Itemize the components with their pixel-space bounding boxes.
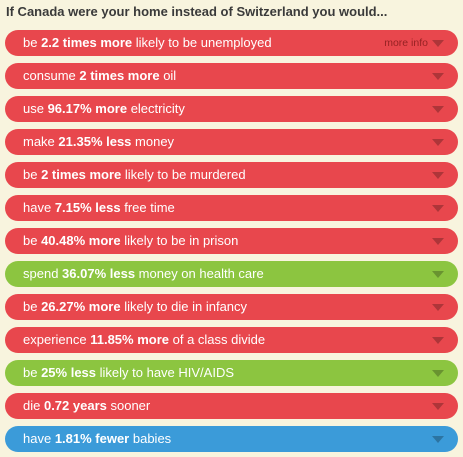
fact-row[interactable]: be 40.48% more likely to be in prison (5, 228, 458, 254)
fact-text: experience (23, 332, 91, 347)
title: If Canada were your home instead of Swit… (6, 4, 388, 19)
fact-row[interactable]: spend 36.07% less money on health care (5, 261, 458, 287)
fact-row[interactable]: experience 11.85% more of a class divide (5, 327, 458, 353)
fact-highlight: 2 times more (41, 167, 122, 182)
fact-text: consume (23, 68, 80, 83)
expand-arrow[interactable] (432, 370, 444, 377)
fact-text: likely to be unemployed (132, 35, 272, 50)
fact-text: likely to be murdered (121, 167, 246, 182)
fact-text: have (23, 431, 55, 446)
fact-text: be (23, 299, 42, 314)
fact-highlight: 25% less (41, 365, 97, 380)
fact-text: likely to be in prison (120, 233, 239, 248)
fact-text: money (131, 134, 175, 149)
fact-row[interactable]: make 21.35% less money (5, 129, 458, 155)
expand-arrow[interactable] (432, 436, 444, 443)
fact-text: oil (159, 68, 177, 83)
expand-arrow[interactable] (432, 73, 444, 80)
fact-text: use (23, 101, 48, 116)
fact-text: electricity (127, 101, 185, 116)
expand-arrow[interactable] (432, 172, 444, 179)
fact-highlight: 21.35% less (58, 134, 132, 149)
fact-text: die (23, 398, 44, 413)
expand-arrow[interactable] (432, 106, 444, 113)
fact-highlight: 2 times more (79, 68, 160, 83)
fact-row[interactable]: use 96.17% more electricity (5, 96, 458, 122)
fact-text: money on health care (135, 266, 264, 281)
fact-row[interactable]: consume 2 times more oil (5, 63, 458, 89)
fact-highlight: 7.15% less (54, 200, 121, 215)
fact-text: have (23, 200, 55, 215)
fact-text: sooner (106, 398, 151, 413)
fact-text: make (23, 134, 59, 149)
fact-text: likely to have HIV/AIDS (96, 365, 235, 380)
expand-arrow[interactable] (432, 304, 444, 311)
expand-arrow[interactable] (432, 403, 444, 410)
fact-highlight: 1.81% fewer (54, 431, 130, 446)
fact-text: likely to die in infancy (120, 299, 248, 314)
expand-arrow[interactable] (432, 238, 444, 245)
fact-row[interactable]: be 25% less likely to have HIV/AIDS (5, 360, 458, 386)
fact-row[interactable]: die 0.72 years sooner (5, 393, 458, 419)
fact-highlight: 11.85% more (90, 332, 169, 347)
fact-text: be (23, 35, 42, 50)
expand-arrow[interactable] (432, 271, 444, 278)
fact-text: spend (23, 266, 63, 281)
expand-arrow[interactable] (432, 337, 444, 344)
fact-row[interactable]: have 1.81% fewer babies (5, 426, 458, 452)
fact-row[interactable]: be 26.27% more likely to die in infancy (5, 294, 458, 320)
expand-arrow[interactable] (432, 139, 444, 146)
fact-text: be (23, 365, 42, 380)
fact-row[interactable]: be 2.2 times more likely to be unemploye… (5, 30, 458, 56)
expand-arrow[interactable] (432, 205, 444, 212)
fact-text: babies (129, 431, 172, 446)
fact-highlight: 40.48% more (41, 233, 121, 248)
expand-arrow[interactable] (432, 40, 444, 47)
fact-highlight: 0.72 years (43, 398, 107, 413)
more-info-link[interactable]: more info (384, 37, 428, 49)
fact-text: free time (120, 200, 175, 215)
fact-highlight: 36.07% less (62, 266, 136, 281)
fact-row[interactable]: be 2 times more likely to be murdered (5, 162, 458, 188)
fact-highlight: 26.27% more (41, 299, 121, 314)
fact-text: be (23, 233, 42, 248)
fact-row[interactable]: have 7.15% less free time (5, 195, 458, 221)
fact-highlight: 96.17% more (47, 101, 128, 116)
fact-text: of a class divide (169, 332, 266, 347)
fact-text: be (23, 167, 42, 182)
fact-highlight: 2.2 times more (41, 35, 133, 50)
